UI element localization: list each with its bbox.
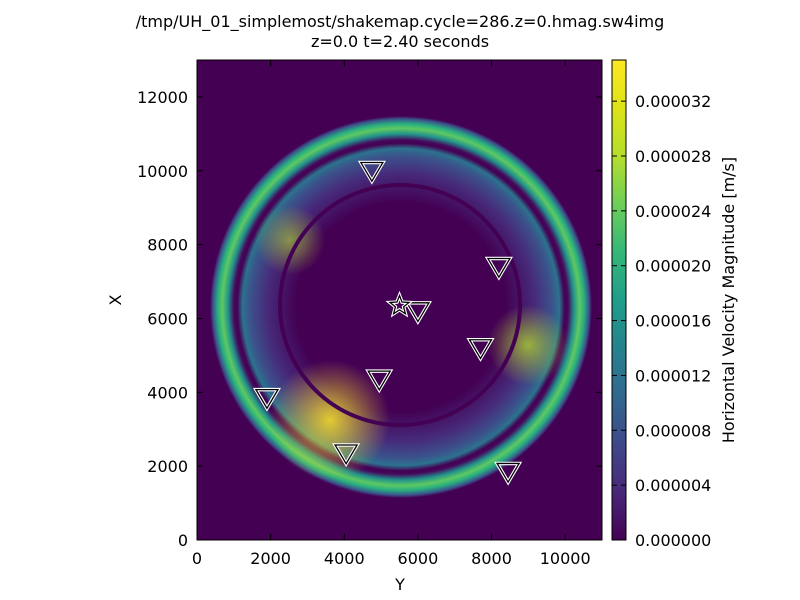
wavefield-hotspot-nw (255, 205, 325, 275)
station-marker (254, 388, 280, 410)
wavefield-hotspot-e (488, 305, 568, 385)
colorbar-tick-label: 0.000008 (635, 421, 711, 440)
station-marker (405, 302, 431, 323)
x-tick-label: 10000 (540, 549, 591, 568)
x-axis-ticks: 0 2000 4000 6000 8000 10000 (192, 60, 591, 568)
y-tick-label: 12000 (137, 88, 188, 107)
x-tick-label: 6000 (398, 549, 439, 568)
y-axis-ticks: 0 2000 4000 6000 8000 10000 12000 (137, 88, 602, 550)
y-tick-label: 2000 (147, 457, 188, 476)
source-star-marker (388, 293, 411, 316)
x-axis-label: Y (394, 575, 405, 594)
station-marker (468, 339, 493, 360)
y-tick-label: 6000 (147, 309, 188, 328)
y-tick-label: 4000 (147, 383, 188, 402)
colorbar-tick-label: 0.000016 (635, 312, 711, 331)
colorbar (611, 59, 627, 541)
x-tick-label: 8000 (471, 549, 512, 568)
colorbar-tick-label: 0.000028 (635, 147, 711, 166)
colorbar-tick-label: 0.000032 (635, 92, 711, 111)
colorbar-tick-label: 0.000020 (635, 257, 711, 276)
plot-frame (196, 59, 603, 541)
wavefield-hotspot-sw (270, 360, 390, 480)
station-marker (333, 444, 359, 465)
y-tick-label: 10000 (137, 162, 188, 181)
station-marker (495, 462, 521, 484)
station-marker (359, 161, 385, 183)
y-tick-label: 8000 (147, 236, 188, 255)
station-marker (486, 257, 512, 279)
plot-area (197, 60, 602, 540)
chart-title: /tmp/UH_01_simplemost/shakemap.cycle=286… (136, 12, 665, 32)
y-tick-label: 0 (178, 531, 188, 550)
colorbar-tick-label: 0.000000 (635, 531, 711, 550)
colorbar-ticks: 0.000000 0.000004 0.000008 0.000012 0.000016… (612, 92, 711, 550)
chart-subtitle: z=0.0 t=2.40 seconds (311, 32, 489, 51)
colorbar-tick-label: 0.000004 (635, 476, 711, 495)
x-tick-label: 0 (192, 549, 202, 568)
colorbar-tick-label: 0.000012 (635, 366, 711, 385)
x-tick-label: 2000 (250, 549, 291, 568)
y-axis-label: X (106, 294, 125, 305)
colorbar-label: Horizontal Velocity Magnitude [m/s] (719, 157, 738, 443)
station-marker (367, 370, 392, 392)
colorbar-tick-label: 0.000024 (635, 202, 711, 221)
wavefield-dark-ring (278, 183, 522, 427)
x-tick-label: 4000 (324, 549, 365, 568)
station-markers (252, 160, 523, 486)
